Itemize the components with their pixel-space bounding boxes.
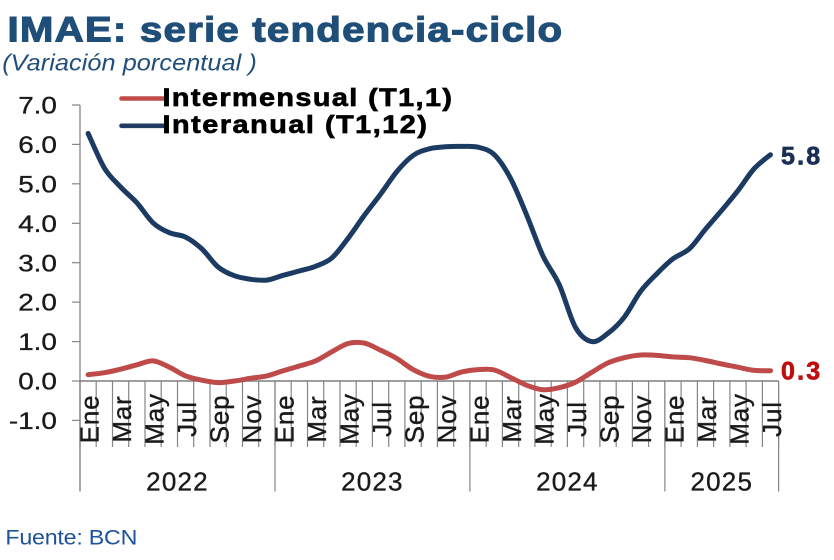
svg-text:2024: 2024 (536, 466, 599, 496)
svg-text:5.8: 5.8 (781, 143, 822, 171)
svg-text:Jul: Jul (367, 401, 397, 437)
svg-text:Ene: Ene (465, 395, 495, 444)
svg-text:Sep: Sep (400, 395, 430, 444)
svg-text:Mar: Mar (692, 395, 722, 442)
svg-text:May: May (335, 393, 365, 445)
svg-text:4.0: 4.0 (18, 210, 57, 238)
svg-text:2022: 2022 (146, 466, 209, 496)
svg-text:May: May (140, 393, 170, 445)
svg-text:Jul: Jul (172, 401, 202, 437)
svg-text:Mar: Mar (302, 395, 332, 442)
svg-text:Sep: Sep (595, 395, 625, 444)
svg-text:Intermensual (T1,1): Intermensual (T1,1) (163, 84, 454, 112)
svg-text:IMAE: serie tendencia-ciclo: IMAE: serie tendencia-ciclo (8, 10, 564, 49)
svg-text:3.0: 3.0 (18, 249, 57, 277)
svg-text:(Variación porcentual ): (Variación porcentual ) (2, 51, 257, 77)
svg-text:May: May (530, 393, 560, 445)
svg-text:Nov: Nov (432, 395, 462, 444)
svg-text:6.0: 6.0 (18, 131, 57, 159)
svg-text:0.3: 0.3 (781, 357, 822, 385)
svg-text:May: May (725, 393, 755, 445)
svg-text:1.0: 1.0 (18, 328, 57, 356)
svg-text:Ene: Ene (660, 395, 690, 444)
svg-text:7.0: 7.0 (18, 91, 57, 119)
svg-text:Nov: Nov (237, 395, 267, 444)
svg-text:Fuente: BCN: Fuente: BCN (5, 525, 137, 549)
svg-text:5.0: 5.0 (18, 170, 57, 198)
svg-text:2025: 2025 (690, 466, 753, 496)
svg-text:-1.0: -1.0 (9, 407, 57, 435)
svg-text:Jul: Jul (562, 401, 592, 437)
svg-text:0.0: 0.0 (18, 367, 57, 395)
svg-text:Jul: Jul (757, 401, 787, 437)
svg-text:Mar: Mar (107, 395, 137, 442)
svg-text:Mar: Mar (497, 395, 527, 442)
svg-text:Interanual (T1,12): Interanual (T1,12) (163, 111, 429, 139)
svg-text:Nov: Nov (627, 395, 657, 444)
svg-text:2023: 2023 (341, 466, 404, 496)
svg-text:Ene: Ene (75, 395, 105, 444)
svg-text:Sep: Sep (205, 395, 235, 444)
svg-text:Ene: Ene (270, 395, 300, 444)
svg-text:2.0: 2.0 (18, 289, 57, 317)
